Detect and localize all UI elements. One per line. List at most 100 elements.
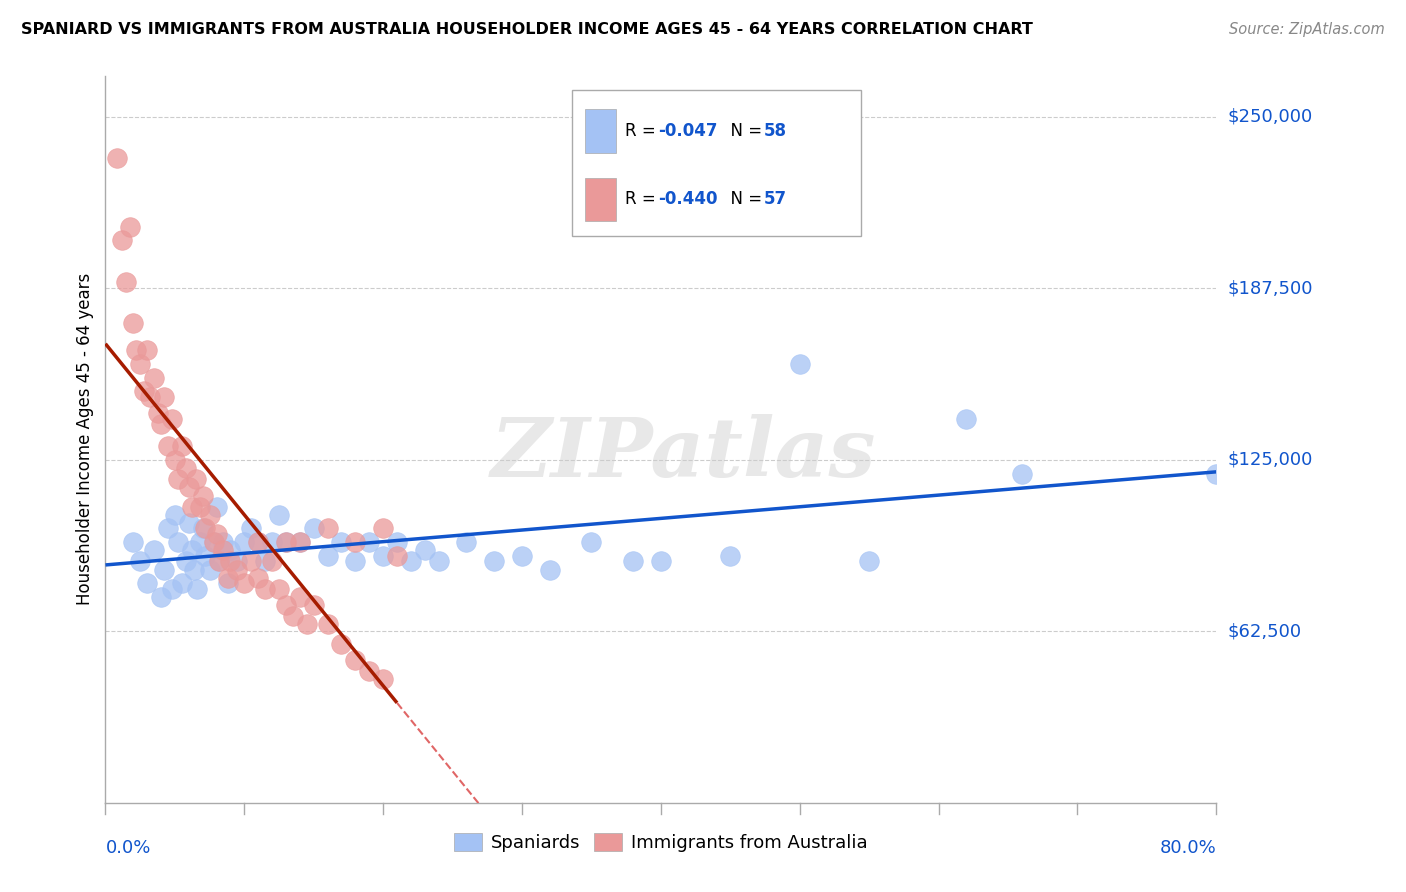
Point <box>163 508 186 522</box>
Y-axis label: Householder Income Ages 45 - 64 years: Householder Income Ages 45 - 64 years <box>76 273 94 606</box>
Point <box>371 549 394 563</box>
Text: 57: 57 <box>763 190 787 209</box>
Point <box>129 357 152 371</box>
Point <box>139 390 162 404</box>
Point <box>288 535 311 549</box>
Point <box>302 521 325 535</box>
Point <box>262 554 284 568</box>
Point <box>191 489 214 503</box>
Text: -0.440: -0.440 <box>658 190 718 209</box>
Text: 80.0%: 80.0% <box>1160 839 1216 857</box>
Point <box>174 461 197 475</box>
Point <box>344 535 367 549</box>
Point <box>217 576 239 591</box>
Point <box>233 535 256 549</box>
Point <box>288 590 311 604</box>
Point <box>302 599 325 613</box>
Text: 58: 58 <box>763 122 787 140</box>
Point <box>267 508 290 522</box>
Point <box>344 653 367 667</box>
Text: -0.047: -0.047 <box>658 122 718 140</box>
Point <box>150 417 172 432</box>
Point <box>177 516 200 530</box>
Point <box>316 521 339 535</box>
Point <box>484 554 506 568</box>
Text: $250,000: $250,000 <box>1227 108 1313 126</box>
Text: $187,500: $187,500 <box>1227 279 1313 297</box>
FancyBboxPatch shape <box>585 178 616 221</box>
Point <box>160 411 183 425</box>
Point <box>180 543 202 558</box>
Point <box>105 151 128 165</box>
Point <box>385 535 408 549</box>
Point <box>115 275 138 289</box>
Point <box>198 563 221 577</box>
Point <box>143 370 166 384</box>
Point <box>148 406 170 420</box>
Point <box>254 554 277 568</box>
Point <box>202 535 225 549</box>
Point <box>202 535 225 549</box>
Point <box>371 673 394 687</box>
Point <box>274 535 297 549</box>
Point <box>247 535 270 549</box>
Point <box>208 554 231 568</box>
Point <box>456 535 478 549</box>
Point <box>191 521 214 535</box>
Point <box>122 535 145 549</box>
Point <box>359 535 381 549</box>
Point <box>136 576 159 591</box>
Point <box>274 599 297 613</box>
Point <box>205 527 228 541</box>
Text: N =: N = <box>720 190 768 209</box>
Point <box>510 549 533 563</box>
Point <box>152 390 174 404</box>
Point <box>205 500 228 514</box>
Point <box>170 576 193 591</box>
Point <box>240 554 263 568</box>
Point <box>267 582 290 596</box>
Point <box>1011 467 1033 481</box>
Point <box>212 543 235 558</box>
Point <box>198 508 221 522</box>
Point <box>143 543 166 558</box>
Point <box>295 617 318 632</box>
Point <box>152 563 174 577</box>
Point <box>166 535 188 549</box>
Point <box>180 500 202 514</box>
Point <box>188 500 211 514</box>
Point <box>288 535 311 549</box>
Point <box>219 543 242 558</box>
Point <box>219 554 242 568</box>
Point <box>183 563 205 577</box>
Point <box>274 535 297 549</box>
Text: 0.0%: 0.0% <box>105 839 150 857</box>
Text: SPANIARD VS IMMIGRANTS FROM AUSTRALIA HOUSEHOLDER INCOME AGES 45 - 64 YEARS CORR: SPANIARD VS IMMIGRANTS FROM AUSTRALIA HO… <box>21 22 1033 37</box>
Point <box>208 554 231 568</box>
Point <box>125 343 148 358</box>
Point <box>581 535 603 549</box>
Point <box>316 549 339 563</box>
FancyBboxPatch shape <box>585 109 616 153</box>
Point <box>120 219 142 234</box>
Point <box>233 576 256 591</box>
Point <box>160 582 183 596</box>
Point <box>188 535 211 549</box>
Point <box>240 521 263 535</box>
Point <box>247 535 270 549</box>
Point <box>194 549 217 563</box>
Point <box>538 563 561 577</box>
Point <box>166 472 188 486</box>
Point <box>226 563 249 577</box>
Text: R =: R = <box>626 122 661 140</box>
Point <box>789 357 811 371</box>
Point <box>174 554 197 568</box>
Point <box>371 521 394 535</box>
Text: R =: R = <box>626 190 661 209</box>
Text: $125,000: $125,000 <box>1227 450 1313 469</box>
Point <box>399 554 422 568</box>
Point <box>413 543 436 558</box>
Point <box>177 480 200 494</box>
Point <box>650 554 672 568</box>
Point <box>156 439 179 453</box>
